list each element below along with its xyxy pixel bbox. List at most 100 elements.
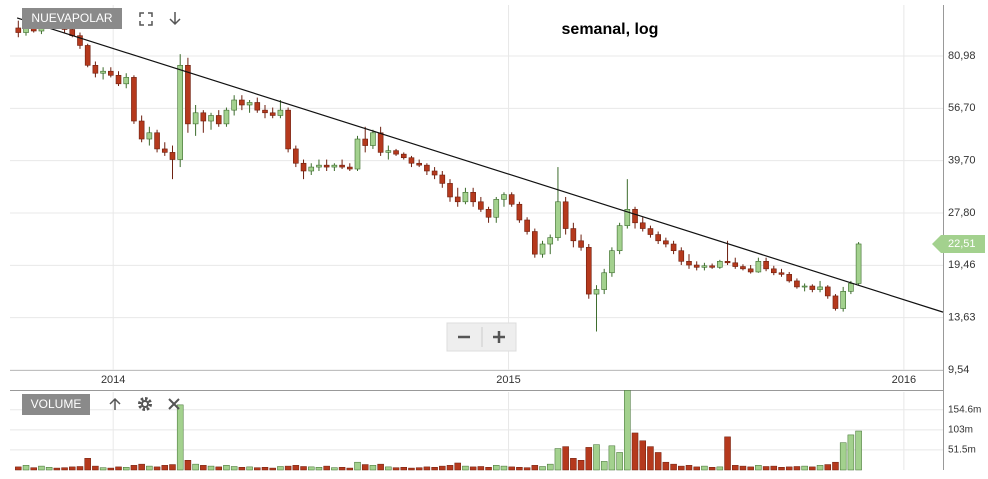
candle-body: [740, 266, 746, 270]
volume-bar: [415, 467, 423, 471]
volume-bar: [793, 466, 801, 471]
zoom-controls: [446, 322, 517, 352]
candle-body: [293, 148, 299, 164]
candle-body: [539, 243, 546, 255]
candle-body: [393, 150, 399, 155]
volume-bar: [824, 464, 832, 471]
candle-body: [362, 138, 369, 146]
volume-bar: [462, 465, 469, 471]
volume-bar: [385, 466, 392, 471]
volume-bar: [624, 390, 631, 471]
symbol-button[interactable]: NUEVAPOLAR: [22, 8, 122, 29]
candle-body: [647, 228, 654, 235]
candle-body: [832, 295, 839, 309]
volume-bar: [778, 467, 785, 471]
candle-body: [308, 166, 315, 172]
candle-body: [200, 112, 207, 122]
candle-body: [770, 268, 777, 274]
y-tick-label: 27,80: [948, 207, 976, 219]
volume-bar: [200, 465, 207, 471]
candle-body: [108, 70, 114, 76]
volume-bar: [739, 465, 747, 471]
candle-body: [778, 272, 785, 275]
volume-bar: [439, 465, 446, 471]
volume-bar: [639, 440, 646, 471]
fullscreen-icon[interactable]: [139, 12, 153, 26]
download-icon[interactable]: [169, 12, 181, 26]
volume-bar: [53, 467, 61, 471]
volume-bar: [431, 467, 438, 471]
y-tick-label: 39,70: [948, 155, 976, 167]
candle-body: [532, 231, 538, 255]
volume-bar: [701, 465, 708, 471]
candle-body: [138, 120, 145, 140]
candle-body: [115, 74, 122, 85]
candle-body: [416, 162, 422, 166]
candle-body: [593, 289, 600, 295]
volume-bar: [631, 432, 639, 471]
volume-button[interactable]: VOLUME: [22, 394, 90, 415]
volume-bar: [246, 466, 253, 471]
candle-body: [370, 132, 376, 146]
volume-bar: [207, 465, 215, 471]
volume-bar: [662, 461, 670, 471]
settings-icon[interactable]: [138, 397, 152, 411]
candle-body: [501, 194, 507, 200]
volume-bar: [15, 466, 22, 471]
candle-body: [131, 77, 137, 122]
candle-body: [223, 109, 230, 125]
candle-body: [377, 132, 384, 153]
candle-body: [154, 132, 160, 150]
last-price-tag: [932, 234, 985, 253]
candle-body: [485, 209, 492, 218]
volume-bar: [785, 466, 793, 471]
gear: [138, 397, 152, 411]
candle-body: [447, 183, 453, 198]
y-tick-label: 80,98: [948, 50, 976, 62]
volume-bar: [169, 464, 176, 471]
volume-bar: [570, 458, 577, 471]
volume-bar: [184, 460, 192, 471]
candle-body: [670, 243, 677, 251]
volume-bar: [770, 465, 778, 471]
volume-bar: [284, 465, 292, 471]
candle-body: [524, 219, 530, 232]
candle-body: [801, 285, 808, 288]
candle-body: [385, 150, 392, 153]
candle-body: [639, 222, 646, 229]
candle-body: [254, 102, 261, 111]
candle-body: [562, 201, 569, 229]
candle-body: [763, 261, 769, 270]
chart-title: semanal, log: [562, 21, 659, 38]
volume-bar: [801, 465, 808, 471]
volume-bar: [454, 462, 461, 471]
candle-body: [609, 250, 615, 274]
candle-body: [848, 283, 854, 292]
volume-bar: [230, 466, 238, 471]
candle-body: [84, 45, 91, 66]
candle-body: [239, 99, 245, 106]
candle-body: [809, 285, 816, 290]
candle-body: [655, 234, 661, 242]
volume-bar: [839, 442, 847, 471]
candle-body: [701, 265, 708, 268]
volume-tick-label: 103m: [948, 424, 973, 435]
volume-bar: [22, 465, 30, 471]
volume-bar: [84, 458, 91, 471]
volume-bar: [747, 466, 754, 471]
volume-bar: [724, 436, 731, 471]
candle-body: [192, 112, 199, 125]
zoom-in[interactable]: [493, 331, 505, 343]
close-icon[interactable]: [168, 398, 180, 410]
candle-body: [601, 272, 607, 290]
volume-bar: [477, 466, 485, 471]
candle-body: [269, 112, 276, 116]
volume-bar: [832, 461, 839, 471]
volume-bar: [223, 465, 230, 471]
candle-body: [570, 228, 577, 242]
candle-body: [747, 268, 754, 273]
candle-body: [169, 152, 176, 160]
candle-body: [354, 138, 361, 170]
move-up-icon[interactable]: [109, 397, 121, 410]
